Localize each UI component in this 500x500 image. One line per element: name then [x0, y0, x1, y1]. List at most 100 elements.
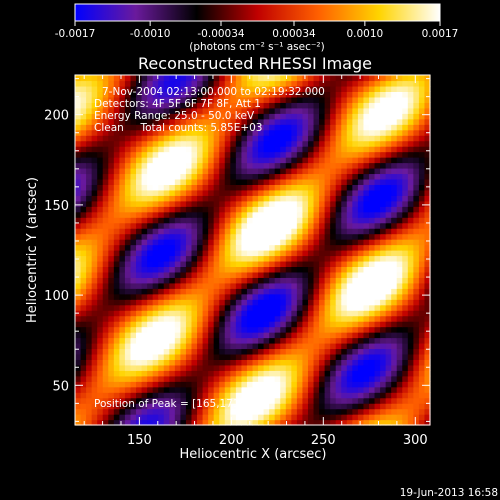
- heatmap-cell: [352, 206, 359, 213]
- heatmap-cell: [313, 250, 320, 257]
- heatmap-cell: [352, 80, 359, 87]
- heatmap-cell: [235, 124, 243, 131]
- heatmap-cell: [385, 397, 392, 404]
- heatmap-cell: [368, 151, 376, 158]
- heatmap-cell: [346, 173, 353, 180]
- heatmap-cell: [213, 167, 220, 175]
- heatmap-cell: [418, 233, 426, 240]
- heatmap-cell: [252, 167, 259, 175]
- heatmap-cell: [185, 386, 193, 393]
- heatmap-cell: [374, 250, 381, 257]
- heatmap-cell: [346, 162, 353, 169]
- heatmap-cell: [335, 244, 342, 251]
- heatmap-cell: [185, 403, 193, 410]
- heatmap-cell: [241, 359, 248, 366]
- heatmap-cell: [174, 260, 181, 268]
- heatmap-cell: [202, 239, 209, 246]
- heatmap-cell: [252, 288, 259, 295]
- heatmap-cell: [241, 255, 248, 262]
- heatmap-cell: [97, 310, 104, 317]
- heatmap-cell: [319, 353, 326, 360]
- heatmap-cell: [108, 80, 115, 87]
- heatmap-cell: [307, 184, 315, 191]
- heatmap-cell: [75, 386, 82, 393]
- heatmap-cell: [213, 403, 220, 410]
- heatmap-cell: [197, 277, 204, 284]
- heatmap-cell: [224, 239, 231, 246]
- heatmap-cell: [252, 332, 259, 339]
- heatmap-cell: [291, 392, 298, 399]
- heatmap-cell: [407, 157, 414, 164]
- heatmap-cell: [80, 288, 87, 295]
- heatmap-cell: [174, 381, 181, 388]
- heatmap-cell: [352, 250, 359, 257]
- heatmap-cell: [380, 102, 387, 109]
- heatmap-cell: [252, 96, 259, 103]
- heatmap-cell: [258, 146, 265, 153]
- heatmap-cell: [163, 157, 170, 164]
- heatmap-cell: [141, 321, 148, 328]
- heatmap-cell: [324, 140, 331, 147]
- heatmap-cell: [158, 124, 165, 131]
- heatmap-cell: [335, 266, 342, 273]
- heatmap-cell: [291, 217, 298, 224]
- heatmap-cell: [302, 184, 309, 191]
- heatmap-cell: [424, 282, 431, 289]
- heatmap-cell: [91, 135, 98, 142]
- heatmap-cell: [230, 184, 237, 191]
- heatmap-cell: [197, 255, 204, 262]
- heatmap-cell: [313, 337, 320, 344]
- heatmap-cell: [319, 228, 326, 235]
- heatmap-cell: [324, 173, 331, 180]
- heatmap-cell: [102, 397, 109, 404]
- heatmap-cell: [407, 189, 414, 196]
- heatmap-cell: [352, 337, 359, 344]
- heatmap-cell: [269, 124, 276, 131]
- heatmap-cell: [324, 375, 331, 382]
- heatmap-cell: [296, 184, 304, 191]
- heatmap-cell: [86, 178, 93, 185]
- heatmap-cell: [313, 364, 320, 371]
- heatmap-cell: [230, 304, 237, 311]
- heatmap-cell: [235, 293, 243, 300]
- heatmap-cell: [285, 118, 292, 125]
- heatmap-cell: [269, 288, 276, 295]
- heatmap-cell: [330, 321, 337, 328]
- heatmap-cell: [291, 167, 298, 175]
- heatmap-cell: [224, 310, 231, 317]
- heatmap-cell: [152, 326, 159, 333]
- heatmap-cell: [324, 326, 331, 333]
- heatmap-cell: [263, 113, 270, 120]
- heatmap-cell: [391, 315, 398, 322]
- heatmap-cell: [330, 419, 337, 426]
- heatmap-cell: [357, 392, 365, 399]
- heatmap-cell: [402, 277, 409, 284]
- heatmap-cell: [368, 200, 376, 207]
- heatmap-cell: [269, 140, 276, 147]
- heatmap-cell: [368, 135, 376, 142]
- heatmap-cell: [191, 222, 198, 229]
- heatmap-cell: [130, 167, 137, 175]
- heatmap-cell: [252, 353, 259, 360]
- heatmap-cell: [208, 211, 215, 218]
- heatmap-cell: [246, 195, 254, 202]
- heatmap-cell: [391, 403, 398, 410]
- heatmap-cell: [324, 414, 331, 421]
- heatmap-cell: [396, 288, 403, 295]
- heatmap-cell: [391, 135, 398, 142]
- heatmap-cell: [319, 85, 326, 93]
- heatmap-cell: [274, 255, 281, 262]
- heatmap-cell: [86, 96, 93, 103]
- heatmap-cell: [363, 124, 370, 131]
- heatmap-cell: [141, 408, 148, 415]
- heatmap-cell: [86, 342, 93, 350]
- heatmap-cell: [141, 85, 148, 93]
- heatmap-cell: [213, 397, 220, 404]
- heatmap-cell: [368, 173, 376, 180]
- heatmap-cell: [363, 364, 370, 371]
- heatmap-cell: [169, 217, 176, 224]
- heatmap-cell: [169, 91, 176, 98]
- heatmap-cell: [97, 381, 104, 388]
- heatmap-cell: [319, 293, 326, 300]
- heatmap-cell: [330, 250, 337, 257]
